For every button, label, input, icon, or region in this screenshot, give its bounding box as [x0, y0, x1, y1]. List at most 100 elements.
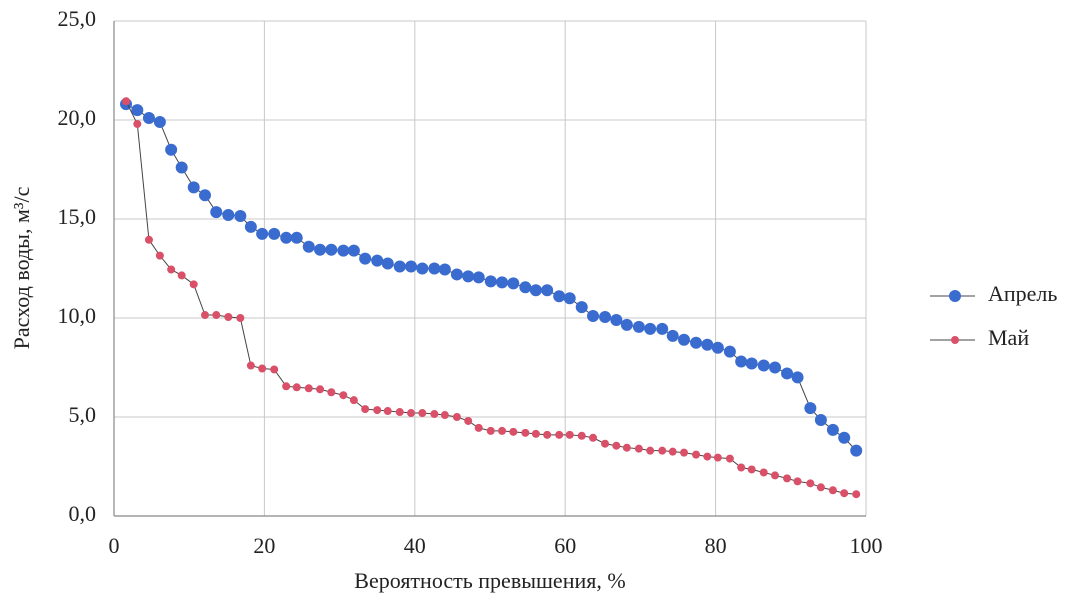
data-point	[531, 429, 540, 438]
data-point	[198, 189, 211, 202]
data-point	[314, 243, 327, 256]
data-point	[496, 276, 509, 289]
data-point	[553, 290, 566, 303]
data-point	[327, 388, 336, 397]
data-point	[713, 453, 722, 462]
data-point	[543, 430, 552, 439]
x-axis-label: Вероятность превышения, %	[354, 568, 625, 593]
data-point	[840, 489, 849, 498]
data-point	[155, 251, 164, 260]
data-point	[268, 227, 281, 240]
data-point	[828, 486, 837, 495]
y-tick-label: 20,0	[58, 105, 97, 130]
x-tick-label: 60	[554, 533, 576, 558]
data-point	[781, 367, 794, 380]
data-point	[587, 310, 600, 323]
data-point	[200, 311, 209, 320]
data-point	[737, 463, 746, 472]
data-point	[282, 382, 291, 391]
data-point	[393, 260, 406, 273]
data-point	[759, 468, 768, 477]
data-point	[373, 406, 382, 415]
data-point	[806, 479, 815, 488]
data-point	[153, 115, 166, 128]
data-point	[644, 322, 657, 335]
data-point	[610, 313, 623, 326]
data-point	[646, 446, 655, 455]
data-point	[852, 490, 861, 499]
data-point	[711, 341, 724, 354]
x-tick-label: 80	[705, 533, 727, 558]
data-point	[529, 284, 542, 297]
data-point	[270, 365, 279, 374]
data-point	[144, 235, 153, 244]
data-point	[519, 281, 532, 294]
data-point	[177, 271, 186, 280]
data-point	[850, 444, 863, 457]
data-point	[418, 409, 427, 418]
data-point	[464, 416, 473, 425]
data-point	[371, 254, 384, 267]
data-point	[622, 443, 631, 452]
data-point	[757, 359, 770, 372]
legend-marker	[949, 290, 961, 302]
data-point	[725, 454, 734, 463]
data-point	[735, 355, 748, 368]
x-tick-label: 20	[253, 533, 275, 558]
data-point	[222, 209, 235, 222]
data-point	[187, 181, 200, 194]
data-point	[804, 402, 817, 415]
data-point	[361, 405, 370, 414]
data-point	[224, 313, 233, 322]
data-point	[131, 104, 144, 117]
data-point	[565, 430, 574, 439]
data-point	[234, 210, 247, 223]
data-point	[589, 433, 598, 442]
data-point	[462, 270, 475, 283]
legend-label: Май	[988, 325, 1029, 350]
data-point	[723, 345, 736, 358]
data-point	[692, 450, 701, 459]
x-tick-label: 100	[850, 533, 883, 558]
data-point	[122, 97, 131, 106]
data-point	[575, 301, 588, 314]
data-point	[304, 384, 313, 393]
data-point	[339, 391, 348, 400]
data-point	[133, 119, 142, 128]
data-point	[244, 220, 257, 233]
data-point	[838, 431, 851, 444]
data-point	[599, 311, 612, 324]
data-point	[189, 280, 198, 289]
data-point	[142, 112, 155, 125]
data-point	[509, 427, 518, 436]
data-point	[498, 426, 507, 435]
data-point	[450, 268, 463, 281]
data-point	[678, 333, 691, 346]
data-point	[656, 322, 669, 335]
data-point	[383, 407, 392, 416]
data-point	[430, 410, 439, 419]
data-point	[816, 483, 825, 492]
data-point	[381, 257, 394, 270]
y-tick-label: 5,0	[69, 402, 97, 427]
data-point	[793, 477, 802, 486]
data-point	[541, 284, 554, 297]
y-tick-label: 0,0	[69, 501, 97, 526]
data-point	[407, 409, 416, 418]
data-point	[632, 320, 645, 333]
data-point	[701, 338, 714, 351]
data-point	[302, 240, 315, 253]
data-point	[577, 431, 586, 440]
data-point	[612, 441, 621, 450]
data-point	[256, 227, 269, 240]
data-point	[703, 452, 712, 461]
data-point	[472, 271, 485, 284]
data-point	[325, 243, 338, 256]
data-point	[210, 206, 223, 219]
data-point	[769, 361, 782, 374]
data-point	[438, 263, 451, 276]
y-tick-label: 10,0	[58, 303, 97, 328]
data-point	[440, 411, 449, 420]
data-point	[359, 252, 372, 265]
